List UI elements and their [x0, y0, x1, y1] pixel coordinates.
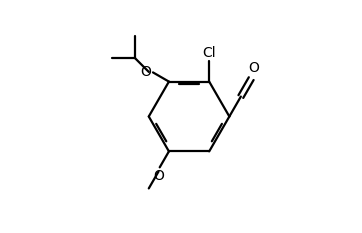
Text: O: O — [153, 169, 164, 183]
Text: O: O — [248, 61, 259, 75]
Text: Cl: Cl — [202, 46, 216, 60]
Text: O: O — [140, 65, 151, 79]
